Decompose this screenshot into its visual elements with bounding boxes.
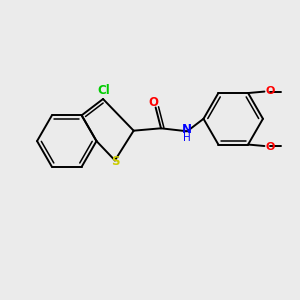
Text: O: O: [265, 142, 275, 152]
Text: O: O: [148, 96, 158, 109]
Text: H: H: [183, 133, 191, 143]
Text: O: O: [265, 86, 275, 96]
Text: S: S: [111, 155, 120, 168]
Text: Cl: Cl: [97, 84, 110, 97]
Text: N: N: [182, 123, 192, 136]
